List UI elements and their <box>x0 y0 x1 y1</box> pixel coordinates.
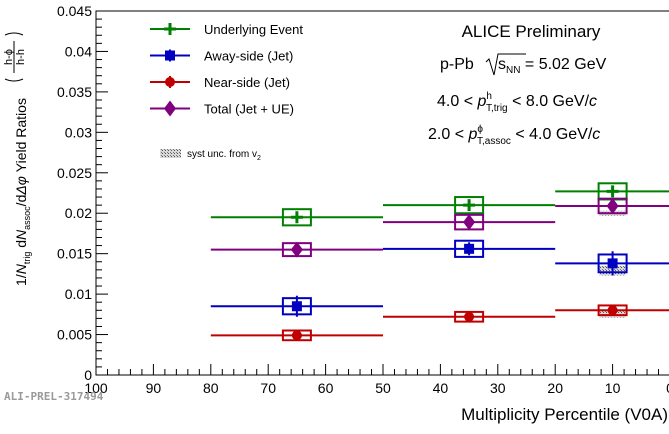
y-tick-label: 0 <box>84 367 92 383</box>
svg-text:h-ϕ: h-ϕ <box>3 49 15 65</box>
assoc-pt-range: 2.0 < pϕ T,assoc < 4.0 GeV/c <box>428 124 600 147</box>
svg-text:p-Pb: p-Pb <box>440 56 474 73</box>
trigger-pt-range: 4.0 < ph T,trig < 8.0 GeV/c <box>437 91 597 114</box>
series-near-side-jet <box>210 304 669 342</box>
legend-marker <box>164 23 176 35</box>
x-axis-label: Multiplicity Percentile (V0A) <box>461 405 668 424</box>
x-tick-label: 60 <box>318 380 334 396</box>
collision-system: p-Pb sNN = 5.02 GeV <box>440 53 607 76</box>
data-series <box>210 182 669 342</box>
y-tick-label: 0.015 <box>57 246 92 262</box>
x-tick-label: 70 <box>260 380 276 396</box>
y-tick-label: 0.035 <box>57 84 92 100</box>
legend-label: Underlying Event <box>204 22 303 37</box>
x-tick-label: 80 <box>203 380 219 396</box>
axes: 0 0.005 0.01 0.015 0.02 0.025 0.03 0.035 0.04 0.0… <box>57 3 669 396</box>
syst-box <box>454 196 485 215</box>
syst-legend: syst unc. from v2 <box>160 149 261 162</box>
data-point <box>464 311 475 322</box>
legend-label: Near-side (Jet) <box>204 75 290 90</box>
y-axis-label-fraction: h-ϕ h-h <box>3 32 27 82</box>
y-tick-label: 0.04 <box>65 43 92 59</box>
svg-text:h-h: h-h <box>15 49 27 65</box>
data-point <box>606 185 619 198</box>
data-point <box>290 211 303 224</box>
legend-entry: Near-side (Jet) <box>150 75 290 90</box>
x-tick-label: 40 <box>433 380 449 396</box>
x-tick-label: 90 <box>146 380 162 396</box>
legend-label: Total (Jet + UE) <box>204 102 294 117</box>
svg-text:2.0 < pϕT,assoc < 4.0 GeV/c: 2.0 < pϕ T,assoc < 4.0 GeV/c <box>428 124 600 147</box>
y-axis-label: 1/Ntrig dNassoc/dΔφ Yield Ratios <box>13 98 32 286</box>
legend-marker <box>165 50 175 61</box>
legend-entry: Total (Jet + UE) <box>150 100 294 117</box>
x-tick-label: 20 <box>547 380 563 396</box>
data-point <box>607 305 618 316</box>
legend-marker <box>165 77 175 87</box>
y-tick-label: 0.01 <box>65 286 92 302</box>
x-tick-label: 30 <box>490 380 506 396</box>
data-point <box>291 301 302 312</box>
y-tick-label: 0.025 <box>57 165 92 181</box>
y-tick-label: 0.02 <box>65 205 92 221</box>
data-point <box>290 241 303 258</box>
legend-marker <box>164 100 176 117</box>
data-point <box>606 197 619 214</box>
data-point <box>607 258 618 269</box>
x-tick-label: 100 <box>84 380 108 396</box>
legend-entry: Away-side (Jet) <box>150 49 293 64</box>
data-point <box>464 243 475 254</box>
series-away-side-jet <box>210 239 669 317</box>
data-point <box>291 330 302 341</box>
svg-text:1/Ntrig dNassoc/dΔφ Yield Rati: 1/Ntrig dNassoc/dΔφ Yield Ratios <box>13 98 32 286</box>
data-point <box>463 214 476 231</box>
y-tick-label: 0.045 <box>57 3 92 19</box>
svg-text:4.0 < phT,trig < 8.0 GeV/c: 4.0 < ph T,trig < 8.0 GeV/c <box>437 91 597 114</box>
series-underlying-event <box>210 182 669 227</box>
svg-text:syst unc. from v2: syst unc. from v2 <box>187 149 261 162</box>
series-total-jet-ue <box>210 197 669 258</box>
y-tick-label: 0.03 <box>65 124 92 140</box>
data-point <box>463 199 476 212</box>
svg-text:sNN = 5.02 GeV: sNN = 5.02 GeV <box>498 56 607 76</box>
preliminary-id: ALI-PREL-317494 <box>4 390 104 403</box>
legend-entry: Underlying Event <box>150 22 303 37</box>
x-tick-label: 0 <box>666 380 669 396</box>
y-tick-label: 0.005 <box>57 327 92 343</box>
x-tick-label: 50 <box>375 380 391 396</box>
syst-box <box>454 239 485 258</box>
syst-box <box>281 208 312 227</box>
legend: Underlying Event Away-side (Jet) Near-side… <box>150 22 303 117</box>
collab-title: ALICE Preliminary <box>462 22 601 41</box>
syst-legend-swatch <box>160 149 181 158</box>
legend-label: Away-side (Jet) <box>204 49 293 64</box>
x-tick-label: 10 <box>605 380 621 396</box>
